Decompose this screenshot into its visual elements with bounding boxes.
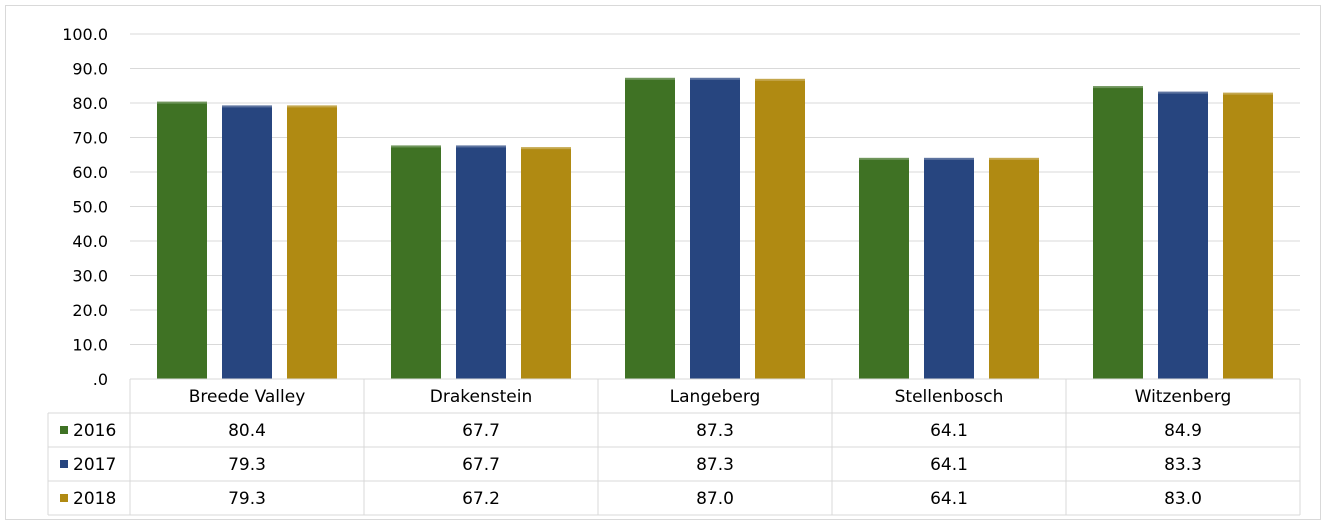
y-tick-label: 70.0 [72,129,108,148]
bar-highlight [1223,92,1273,95]
data-label: 67.2 [462,489,500,509]
data-label: 79.3 [228,489,266,509]
data-label: 79.3 [228,455,266,475]
bar-2017-stellenbosch [924,157,974,379]
data-label: 83.3 [1164,455,1202,475]
bar-highlight [222,105,272,108]
data-label: 84.9 [1164,421,1202,441]
category-label: Drakenstein [430,387,532,407]
category-label: Langeberg [670,387,761,407]
bar-2016-drakenstein [391,145,441,379]
y-tick-label: 50.0 [72,198,108,217]
bar-2016-langeberg [625,77,675,379]
bar-highlight [521,147,571,150]
y-tick-label: 60.0 [72,163,108,182]
bar-highlight [1093,86,1143,89]
bar-highlight [625,77,675,80]
category-label: Witzenberg [1135,387,1232,407]
bar-2017-witzenberg [1158,91,1208,380]
bar-2018-stellenbosch [989,157,1039,379]
data-label: 83.0 [1164,489,1202,509]
legend-label-2017: 2017 [73,455,116,475]
bar-highlight [287,105,337,108]
data-label: 87.3 [696,421,734,441]
data-label: 67.7 [462,455,500,475]
bar-2016-witzenberg [1093,86,1143,379]
category-label: Stellenbosch [895,387,1004,407]
data-label: 87.0 [696,489,734,509]
y-tick-label: 30.0 [72,267,108,286]
bar-highlight [1158,91,1208,94]
bar-highlight [859,157,909,160]
legend-swatch-2016 [60,426,68,434]
legend-label-2016: 2016 [73,421,116,441]
legend-swatch-2018 [60,494,68,502]
data-label: 67.7 [462,421,500,441]
data-label: 87.3 [696,455,734,475]
bar-highlight [755,78,805,81]
bar-highlight [456,145,506,148]
bar-2018-witzenberg [1223,92,1273,380]
y-tick-label: .0 [93,370,108,389]
data-label: 64.1 [930,455,968,475]
y-tick-label: 90.0 [72,60,108,79]
data-label: 80.4 [228,421,266,441]
bar-2018-breede-valley [287,105,337,379]
y-tick-label: 80.0 [72,94,108,113]
bar-2016-breede-valley [157,101,207,380]
bar-2017-breede-valley [222,105,272,379]
bar-highlight [391,145,441,148]
category-label: Breede Valley [189,387,306,407]
bar-2016-stellenbosch [859,157,909,379]
legend-swatch-2017 [60,460,68,468]
y-tick-label: 20.0 [72,301,108,320]
legend-label-2018: 2018 [73,489,116,509]
bar-highlight [924,157,974,160]
y-tick-label: 40.0 [72,232,108,251]
data-label: 64.1 [930,421,968,441]
bar-highlight [690,77,740,80]
bar-highlight [989,157,1039,160]
bar-highlight [157,101,207,104]
bar-2018-langeberg [755,78,805,379]
bar-2017-langeberg [690,77,740,379]
y-tick-label: 100.0 [62,25,108,44]
data-label: 64.1 [930,489,968,509]
bar-2017-drakenstein [456,145,506,379]
y-tick-label: 10.0 [72,336,108,355]
bar-2018-drakenstein [521,147,571,379]
